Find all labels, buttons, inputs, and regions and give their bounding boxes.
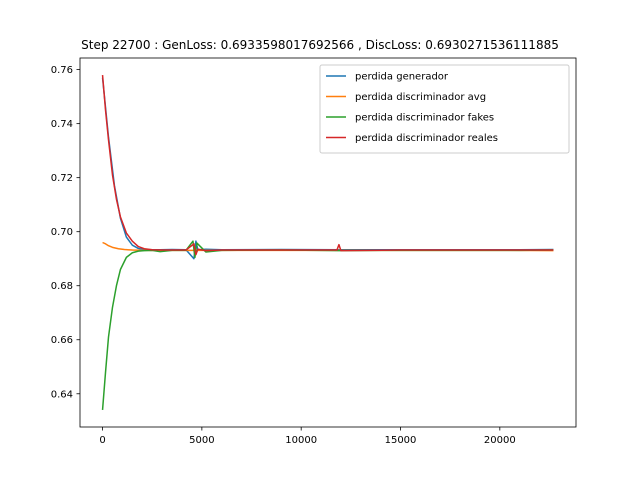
x-tick-label: 5000 (189, 435, 214, 446)
y-tick-label: 0.72 (51, 173, 73, 184)
legend-label-2: perdida discriminador avg (355, 92, 486, 103)
plot-frame (79, 57, 577, 428)
y-tick-label: 0.64 (51, 389, 73, 400)
legend-box (319, 64, 570, 154)
y-tick-label: 0.66 (51, 335, 73, 346)
series-line-4 (101, 74, 554, 256)
y-tick-label: 0.76 (51, 65, 73, 76)
plot-lines (101, 74, 554, 411)
chart-title: Step 22700 : GenLoss: 0.6933598017692566… (81, 38, 559, 52)
axes: 0 5000 10000 15000 20000 0.64 0.66 0.68 0.70 0.72… (51, 57, 577, 446)
x-tick-label: 0 (99, 435, 105, 446)
y-tick-label: 0.70 (51, 227, 73, 238)
legend-label-1: perdida generador (355, 72, 449, 83)
x-tick-label: 20000 (484, 435, 516, 446)
x-tick-label: 10000 (285, 435, 317, 446)
y-tick-label: 0.74 (51, 119, 73, 130)
legend-label-3: perdida discriminador fakes (355, 113, 494, 124)
legend-label-4: perdida discriminador reales (355, 133, 498, 144)
y-tick-label: 0.68 (51, 281, 73, 292)
legend: perdida generador perdida discriminador a… (319, 64, 570, 154)
x-tick-label: 15000 (385, 435, 417, 446)
